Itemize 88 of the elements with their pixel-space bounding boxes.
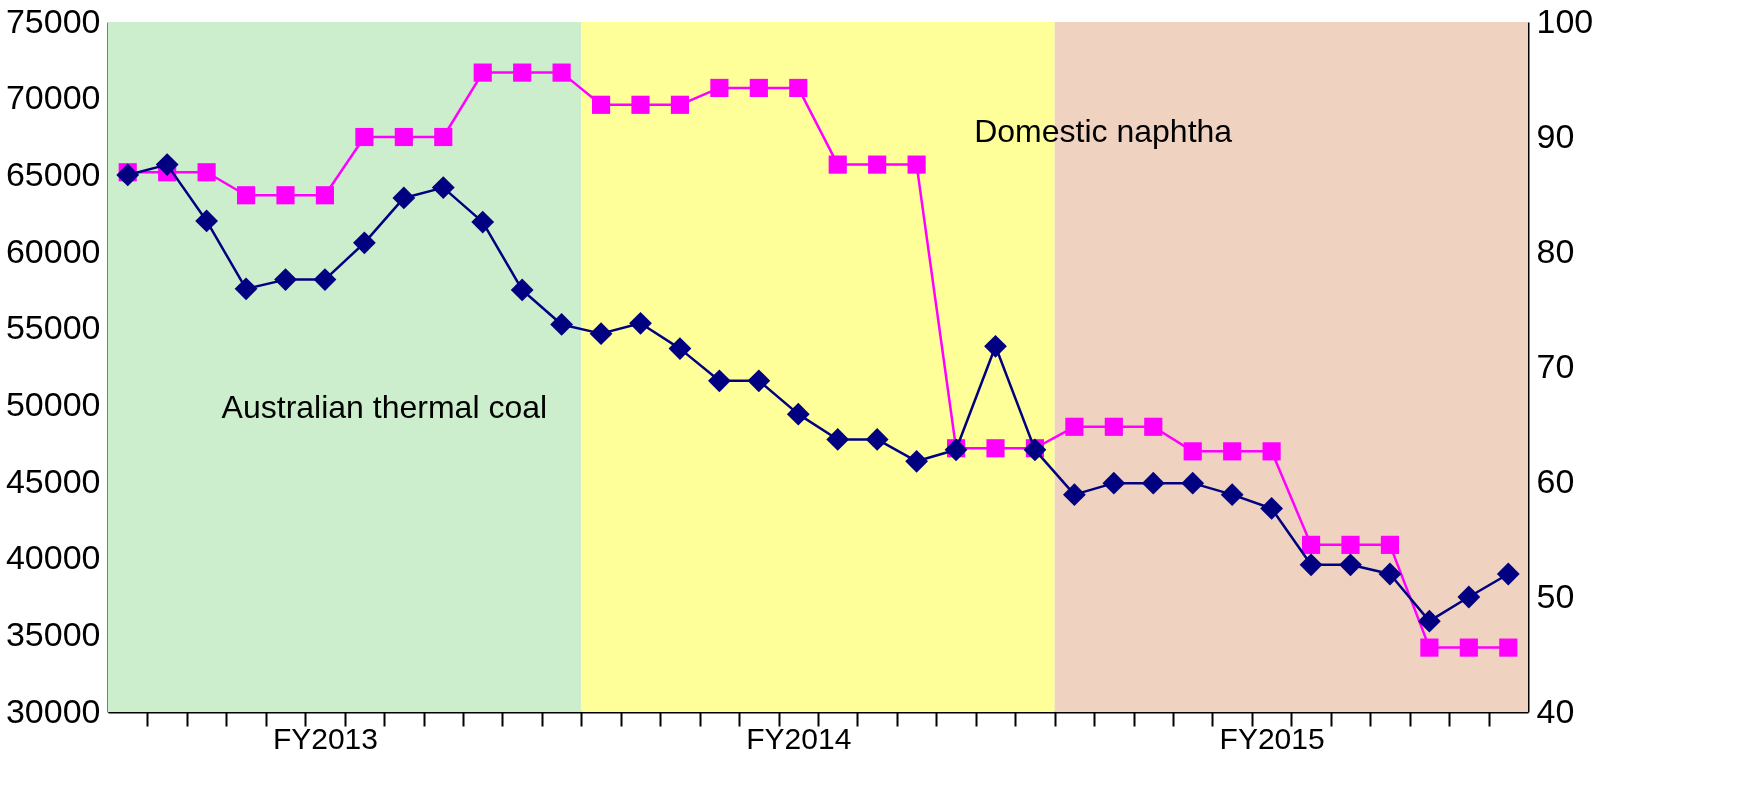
point xyxy=(1496,562,1520,586)
y2-tick-label: 80 xyxy=(1536,231,1575,270)
point xyxy=(670,95,690,114)
point xyxy=(1459,638,1478,657)
x-tick-label: FY2014 xyxy=(746,721,852,755)
point xyxy=(907,155,926,174)
point xyxy=(589,322,613,346)
point xyxy=(710,78,729,98)
point xyxy=(1062,483,1086,507)
point xyxy=(355,127,374,147)
point xyxy=(1144,417,1163,436)
point xyxy=(513,63,532,82)
point xyxy=(1299,553,1323,577)
point xyxy=(749,78,768,98)
point xyxy=(631,95,650,114)
point xyxy=(1181,471,1205,495)
point xyxy=(629,311,652,335)
y-tick-label: 40000 xyxy=(5,538,101,577)
point xyxy=(1339,553,1362,577)
point xyxy=(984,334,1007,358)
y2-tick-label: 50 xyxy=(1536,576,1575,615)
point xyxy=(510,278,534,302)
point xyxy=(315,186,335,205)
point xyxy=(394,127,413,147)
point xyxy=(392,186,416,210)
point xyxy=(197,163,216,182)
y2-tick-label: 90 xyxy=(1536,116,1575,155)
point xyxy=(1417,609,1441,633)
point xyxy=(868,155,887,174)
y-tick-label: 50000 xyxy=(5,384,101,423)
point xyxy=(116,163,140,187)
point xyxy=(1183,442,1202,461)
point xyxy=(1065,417,1084,436)
point xyxy=(155,153,179,176)
point xyxy=(668,337,692,360)
y2-tick-label: 60 xyxy=(1536,461,1575,500)
point xyxy=(473,63,492,82)
point xyxy=(313,268,337,291)
point xyxy=(552,63,571,82)
y2-tick-label: 70 xyxy=(1536,346,1575,385)
point xyxy=(707,369,731,393)
point xyxy=(1260,497,1284,520)
point xyxy=(471,210,495,234)
point xyxy=(1223,442,1242,461)
point xyxy=(276,186,295,205)
point xyxy=(236,186,256,205)
point xyxy=(1341,535,1360,554)
point xyxy=(986,439,1005,458)
y2-tick-label: 40 xyxy=(1536,691,1575,730)
point xyxy=(1420,638,1439,657)
point xyxy=(434,127,453,147)
point xyxy=(1141,471,1165,495)
point xyxy=(1104,417,1123,436)
y-tick-label: 65000 xyxy=(5,154,101,193)
point xyxy=(865,428,889,451)
point xyxy=(1262,442,1281,461)
y-tick-label: 55000 xyxy=(5,308,101,347)
point xyxy=(1102,471,1126,495)
point xyxy=(1220,483,1244,507)
x-tick-label: FY2013 xyxy=(272,721,378,755)
x-tick-label: FY2015 xyxy=(1219,721,1325,755)
point xyxy=(789,78,808,98)
y-tick-label: 45000 xyxy=(5,461,101,500)
point xyxy=(1378,562,1402,586)
point xyxy=(591,95,611,114)
y-tick-label: 75000 xyxy=(5,1,101,40)
point xyxy=(786,402,810,426)
y-tick-label: 70000 xyxy=(5,78,101,117)
point xyxy=(550,313,574,336)
point xyxy=(234,277,258,301)
point xyxy=(1301,535,1321,554)
point xyxy=(1457,585,1481,609)
y-tick-label: 60000 xyxy=(5,231,101,270)
series-label: Domestic naphtha xyxy=(974,113,1233,150)
y-tick-label: 30000 xyxy=(5,691,101,730)
y-tick-label: 35000 xyxy=(5,614,101,653)
y2-tick-label: 100 xyxy=(1536,1,1594,40)
point xyxy=(905,449,929,473)
point xyxy=(826,428,850,451)
point xyxy=(431,176,455,199)
point xyxy=(1380,535,1400,554)
point xyxy=(828,155,847,174)
series-label: Australian thermal coal xyxy=(221,389,548,426)
point xyxy=(195,209,219,233)
point xyxy=(1499,638,1518,657)
point xyxy=(352,231,376,255)
point xyxy=(274,268,297,291)
point xyxy=(747,369,771,393)
